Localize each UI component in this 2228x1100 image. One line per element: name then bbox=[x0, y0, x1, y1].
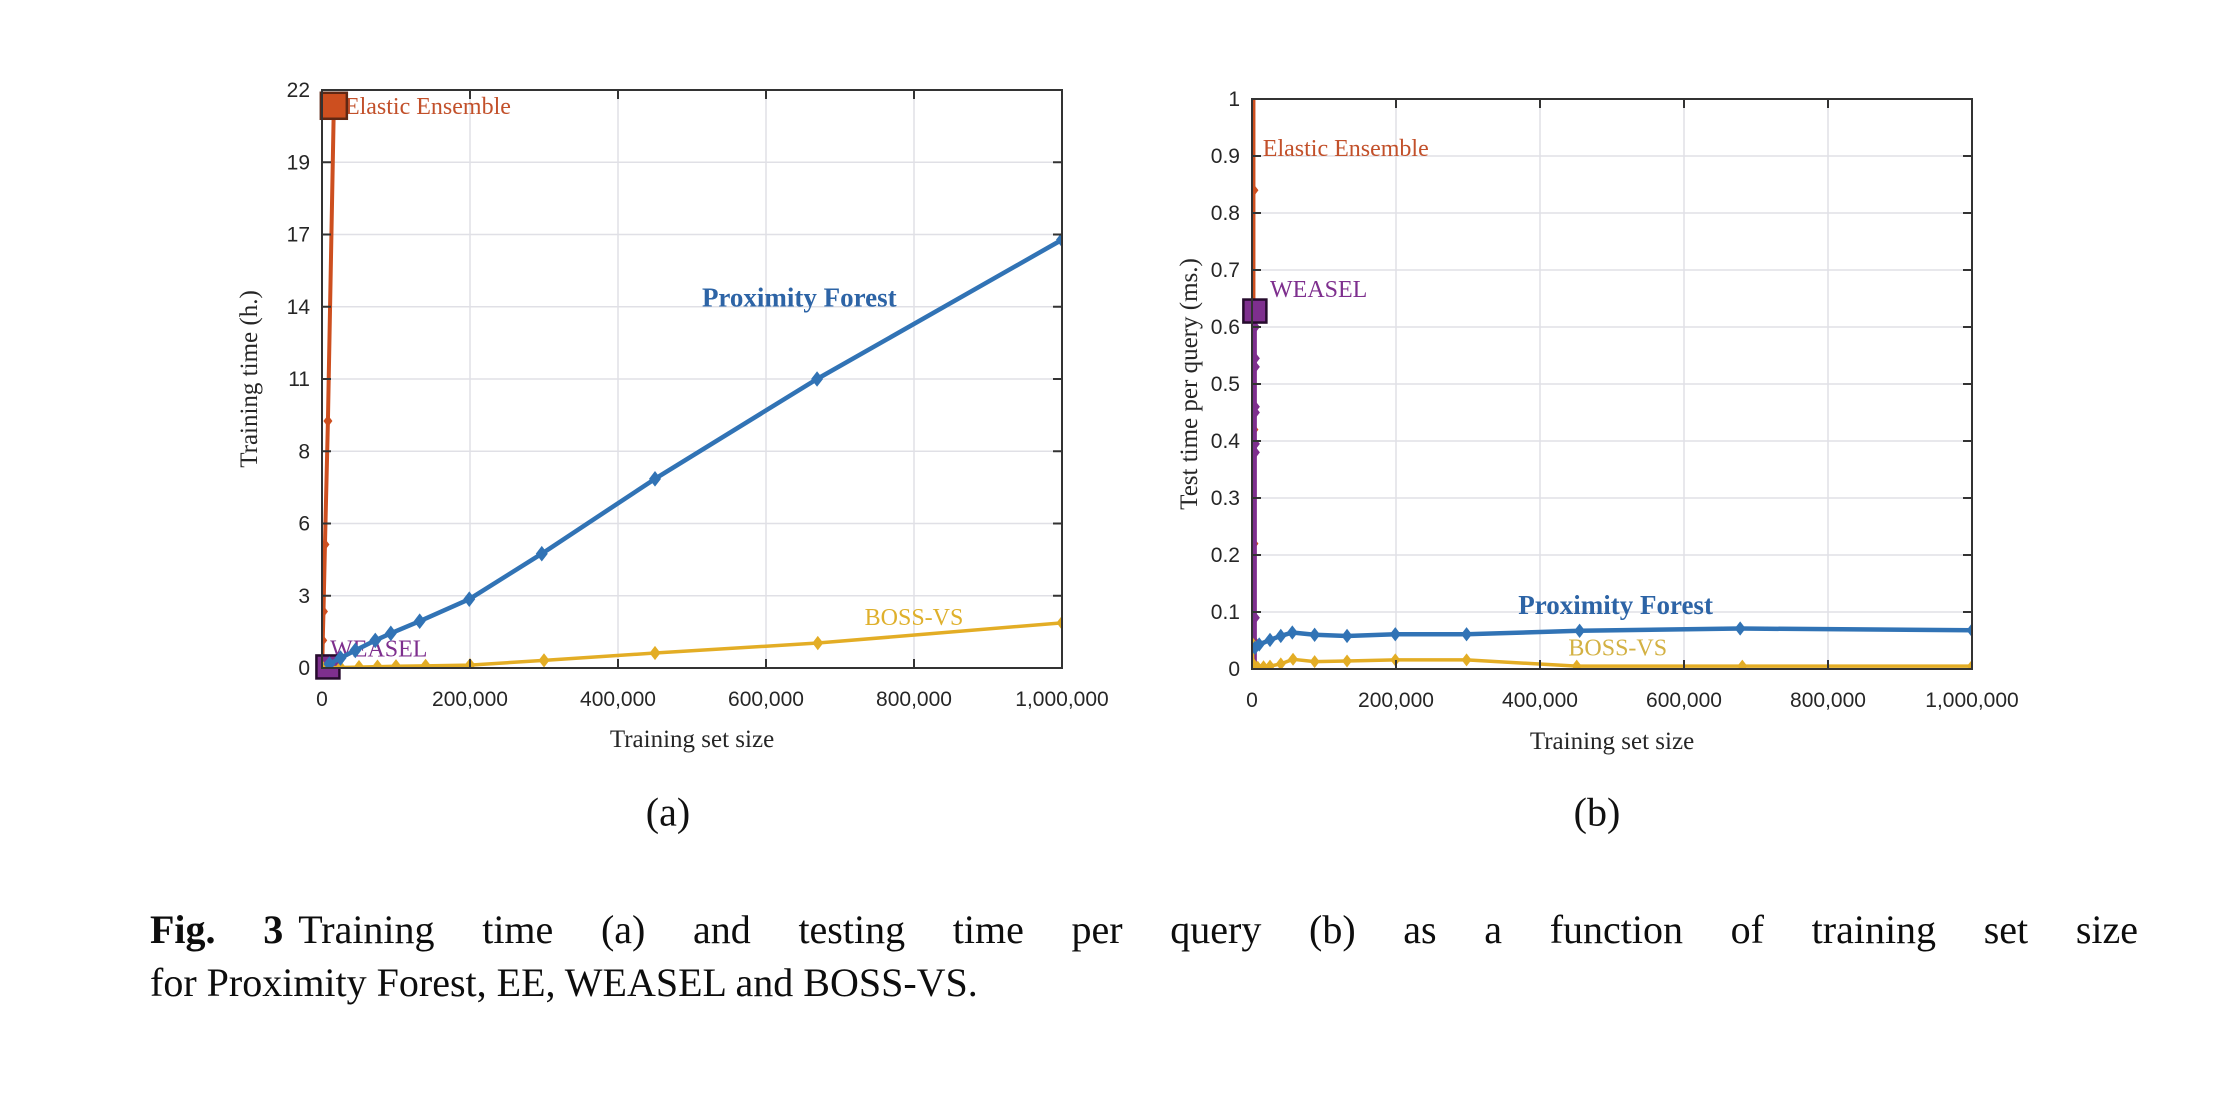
y-tick-label: 17 bbox=[287, 224, 310, 247]
chart-b-y-axis-label: Test time per query (ms.) bbox=[1176, 258, 1203, 510]
chart-a-x-axis-label: Training set size bbox=[609, 726, 775, 753]
end-square-marker bbox=[319, 91, 349, 121]
x-tick-label: 600,000 bbox=[728, 688, 804, 711]
y-tick-label: 6 bbox=[298, 513, 310, 536]
caption-text-1: Training time (a) and testing time per q… bbox=[298, 907, 2139, 952]
series-proximity-forest bbox=[1252, 621, 1972, 656]
caption-line-2: for Proximity Forest, EE, WEASEL and BOS… bbox=[150, 960, 978, 1005]
caption-line-1: Fig. 3 Training time (a) and testing time… bbox=[150, 903, 2138, 956]
series-label-weasel: WEASEL bbox=[1270, 277, 1367, 303]
y-tick-label: 0.9 bbox=[1211, 145, 1240, 168]
y-tick-label: 0.2 bbox=[1211, 544, 1240, 567]
y-tick-label: 11 bbox=[288, 368, 310, 391]
x-tick-label: 1,000,000 bbox=[1015, 688, 1108, 711]
y-tick-label: 0 bbox=[1228, 658, 1240, 681]
series-label-elastic-ensemble: Elastic Ensemble bbox=[345, 94, 511, 120]
x-tick-label: 0 bbox=[316, 688, 328, 711]
y-tick-label: 0 bbox=[298, 657, 310, 680]
x-tick-label: 0 bbox=[1246, 689, 1258, 712]
y-tick-label: 19 bbox=[287, 151, 310, 174]
series-label-proximity-forest: Proximity Forest bbox=[702, 282, 897, 312]
figure-label: Fig. 3 bbox=[150, 907, 284, 952]
y-tick-label: 22 bbox=[287, 79, 310, 102]
x-tick-label: 1,000,000 bbox=[1925, 689, 2018, 712]
y-tick-label: 0.6 bbox=[1211, 316, 1240, 339]
series-label-elastic-ensemble: Elastic Ensemble bbox=[1263, 136, 1429, 162]
chart-b-sublabel: (b) bbox=[1573, 789, 1621, 835]
series-proximity-forest bbox=[323, 231, 1062, 668]
x-tick-label: 800,000 bbox=[1790, 689, 1866, 712]
chart-b-ticks bbox=[1251, 98, 1973, 670]
chart-a-tick-labels: 0 200,000 400,000 600,000 800,000 1,000,000 0 3… bbox=[287, 79, 1109, 711]
y-tick-label: 0.4 bbox=[1211, 430, 1241, 453]
chart-a-grid bbox=[321, 89, 1063, 669]
chart-b: Elastic Ensemble WEASEL Proximity Forest BO… bbox=[1211, 88, 2019, 712]
x-tick-label: 600,000 bbox=[1646, 689, 1722, 712]
y-tick-label: 14 bbox=[287, 296, 311, 319]
chart-b-grid bbox=[1251, 98, 1973, 670]
x-tick-label: 200,000 bbox=[432, 688, 508, 711]
series-label-proximity-forest: Proximity Forest bbox=[1518, 590, 1713, 620]
x-tick-label: 400,000 bbox=[580, 688, 656, 711]
y-tick-label: 0.8 bbox=[1211, 202, 1240, 225]
x-tick-label: 400,000 bbox=[1502, 689, 1578, 712]
x-tick-label: 800,000 bbox=[876, 688, 952, 711]
chart-a-sublabel: (a) bbox=[645, 789, 691, 835]
chart-a-y-axis-label: Training time (h.) bbox=[236, 290, 263, 468]
y-tick-label: 8 bbox=[298, 440, 310, 463]
x-tick-label: 200,000 bbox=[1358, 689, 1434, 712]
y-tick-label: 0.3 bbox=[1211, 487, 1240, 510]
chart-b-x-axis-label: Training set size bbox=[1529, 728, 1695, 755]
series-elastic-ensemble bbox=[322, 99, 339, 666]
y-tick-label: 0.1 bbox=[1211, 601, 1240, 624]
series-label-boss-vs: BOSS-VS bbox=[865, 605, 964, 631]
y-tick-label: 0.7 bbox=[1211, 259, 1240, 282]
chart-b-tick-labels: 0 200,000 400,000 600,000 800,000 1,000,000 0 0… bbox=[1211, 88, 2019, 712]
series-label-boss-vs: BOSS-VS bbox=[1568, 636, 1667, 662]
end-square-marker bbox=[1242, 298, 1268, 324]
figure-caption: Fig. 3 Training time (a) and testing time… bbox=[150, 903, 2138, 1009]
chart-a-ticks bbox=[321, 89, 1063, 669]
y-tick-label: 3 bbox=[298, 585, 310, 608]
y-tick-label: 0.5 bbox=[1211, 373, 1240, 396]
y-tick-label: 1 bbox=[1228, 88, 1240, 111]
